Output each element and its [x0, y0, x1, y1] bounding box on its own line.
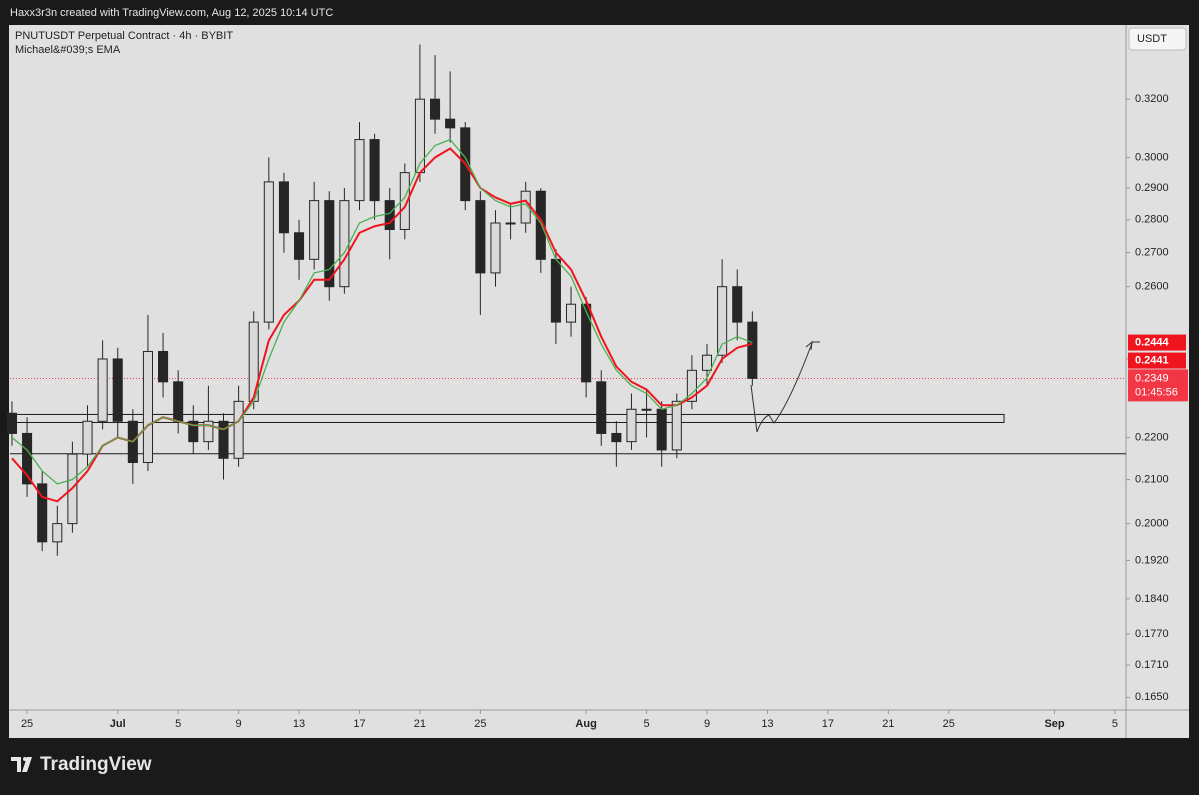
- y-tick-label: 0.1710: [1135, 659, 1169, 671]
- candle-body: [6, 412, 17, 434]
- logo: TradingView: [11, 754, 152, 775]
- candle-body: [596, 381, 607, 434]
- plot: 0.1650 0.1710 0.1770 0.1840 0.1920 0.2000 0.21…: [6, 44, 1169, 730]
- candle-body: [278, 181, 289, 234]
- x-tick-label: 9: [704, 718, 710, 730]
- x-tick-label: 25: [943, 718, 955, 730]
- candle-body: [535, 190, 546, 260]
- x-tick-label: Aug: [575, 718, 596, 730]
- y-tick-label: 0.2100: [1135, 473, 1169, 485]
- x-tick-label: 21: [414, 718, 426, 730]
- candle-body: [339, 200, 350, 288]
- candle-body: [142, 350, 153, 464]
- candle-body: [581, 303, 592, 383]
- projection-path: [750, 342, 813, 433]
- currency-box: [1128, 27, 1187, 51]
- candle-body: [550, 258, 561, 323]
- candle-body: [233, 400, 244, 459]
- logo-dot: [23, 757, 27, 761]
- x-tick-label: 25: [474, 718, 486, 730]
- x-tick-label: 13: [761, 718, 773, 730]
- candle-body: [294, 232, 305, 260]
- candle-body: [732, 286, 743, 323]
- x-tick-label: 5: [1112, 718, 1118, 730]
- y-tick-label: 0.2200: [1135, 431, 1169, 443]
- x-tick-label: Sep: [1044, 718, 1064, 730]
- candle-body: [626, 408, 637, 443]
- y-tick-label: 0.1840: [1135, 593, 1169, 605]
- candle-body: [248, 321, 259, 402]
- candle-body: [37, 483, 48, 543]
- candle-body: [384, 200, 395, 230]
- y-tick-label: 0.1650: [1135, 691, 1169, 703]
- y-tick-label: 0.3000: [1135, 151, 1169, 163]
- candle-body: [656, 408, 667, 451]
- price-label: 0.2441: [1135, 354, 1169, 366]
- currency-label: USDT: [1137, 33, 1167, 45]
- candle-body: [414, 98, 425, 174]
- ema-line: [11, 138, 753, 485]
- x-tick-label: Jul: [110, 718, 126, 730]
- candle-body: [747, 321, 758, 379]
- indicator-name: Michael&#039;s EMA: [15, 44, 121, 56]
- candle-body: [475, 200, 486, 274]
- countdown-label: 01:45:56: [1135, 386, 1178, 398]
- y-tick-label: 0.2900: [1135, 182, 1169, 194]
- x-tick-label: 5: [175, 718, 181, 730]
- candle-body: [52, 523, 63, 543]
- x-tick-label: 25: [21, 718, 33, 730]
- candle-body: [354, 139, 365, 202]
- candle-body: [158, 350, 169, 383]
- candle-body: [82, 420, 93, 455]
- candle-body: [717, 286, 728, 356]
- price-label-box: [1128, 352, 1186, 369]
- header: Haxx3r3n created with TradingView.com, A…: [10, 7, 333, 19]
- last-price-label: 0.2349: [1135, 372, 1169, 384]
- candle-body: [369, 139, 380, 202]
- x-tick-label: 9: [236, 718, 242, 730]
- candle-body: [445, 118, 456, 129]
- candle-body: [565, 303, 577, 323]
- candle-body: [97, 358, 108, 422]
- y-tick-label: 0.1770: [1135, 628, 1169, 640]
- candle-body: [188, 420, 199, 443]
- price-label: 0.2444: [1135, 336, 1170, 348]
- logo-mark: [11, 757, 32, 772]
- candle-body: [611, 432, 622, 443]
- x-tick-label: 5: [644, 718, 650, 730]
- price-label-box: [1128, 334, 1186, 351]
- candle-body: [701, 354, 713, 371]
- y-tick-label: 0.2800: [1135, 214, 1169, 226]
- candle-body: [309, 200, 320, 260]
- y-tick-label: 0.2700: [1135, 247, 1169, 259]
- candle-body: [399, 172, 410, 230]
- y-tick-label: 0.1920: [1135, 554, 1169, 566]
- candle-body: [218, 420, 229, 459]
- x-tick-label: 13: [293, 718, 305, 730]
- y-tick-label: 0.2000: [1135, 518, 1169, 530]
- candle-body: [671, 400, 682, 451]
- last-price-box: [1128, 369, 1188, 402]
- projection-arrowhead: [805, 340, 820, 351]
- brand-name: TradingView: [40, 754, 152, 775]
- y-tick-label: 0.2600: [1135, 281, 1169, 293]
- candle-body: [22, 432, 33, 485]
- candle-body: [263, 181, 274, 323]
- candle-body: [173, 381, 184, 422]
- candle-body: [490, 222, 501, 274]
- candle-body: [430, 98, 441, 120]
- x-tick-label: 17: [353, 718, 365, 730]
- candle-body: [203, 420, 214, 443]
- chart-title: PNUTUSDT Perpetual Contract · 4h · BYBIT: [15, 30, 233, 42]
- candle-body: [324, 200, 335, 288]
- candle-body: [505, 222, 516, 225]
- candle-body: [112, 358, 123, 422]
- y-tick-label: 0.3200: [1135, 93, 1169, 105]
- x-tick-label: 17: [822, 718, 834, 730]
- x-tick-label: 21: [882, 718, 894, 730]
- candle-body: [641, 408, 652, 411]
- candle-body: [686, 369, 697, 402]
